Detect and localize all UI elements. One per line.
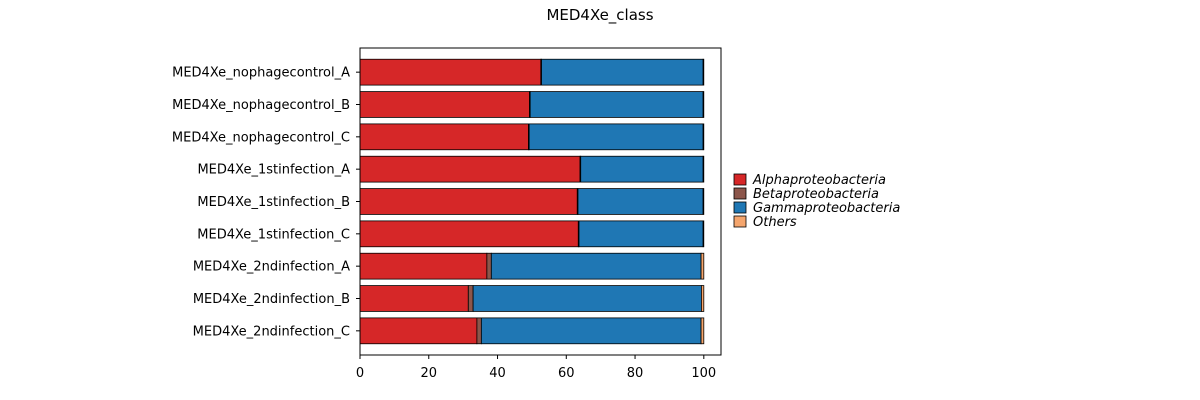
legend-swatch-others — [733, 215, 747, 228]
bar-betaproteobacteria-9 — [476, 317, 482, 345]
category-label: MED4Xe_1stinfection_C — [197, 227, 350, 242]
x-tick-label: 60 — [558, 366, 575, 381]
category-labels: MED4Xe_nophagecontrol_A MED4Xe_nophagecon… — [172, 66, 360, 339]
bar-betaproteobacteria-7 — [486, 252, 492, 280]
bars-group — [359, 58, 705, 345]
bar-others-2 — [702, 91, 705, 118]
bar-gammaproteobacteria-4 — [580, 155, 704, 183]
legend-swatch-betaproteobacteria — [733, 187, 747, 200]
category-label: MED4Xe_2ndinfection_C — [193, 324, 350, 339]
legend: AlphaproteobacteriaBetaproteobacteriaGam… — [733, 173, 900, 230]
bar-alphaproteobacteria-3 — [359, 123, 529, 151]
bar-alphaproteobacteria-4 — [359, 155, 581, 183]
bar-others-6 — [702, 220, 705, 248]
category-label: MED4Xe_1stinfection_A — [197, 163, 350, 178]
bar-alphaproteobacteria-7 — [359, 252, 488, 280]
x-tick-label: 0 — [356, 366, 364, 381]
bar-gammaproteobacteria-7 — [490, 252, 702, 280]
bar-alphaproteobacteria-9 — [359, 317, 478, 345]
legend-label-betaproteobacteria: Betaproteobacteria — [753, 187, 879, 202]
bar-betaproteobacteria-8 — [467, 285, 474, 312]
bar-gammaproteobacteria-9 — [480, 317, 702, 345]
category-label: MED4Xe_nophagecontrol_B — [172, 98, 350, 113]
bar-others-1 — [702, 58, 705, 86]
legend-label-others: Others — [753, 215, 797, 230]
legend-swatch-alphaproteobacteria — [733, 173, 747, 186]
chart-title: MED4Xe_class — [546, 6, 653, 25]
bar-alphaproteobacteria-8 — [359, 285, 469, 312]
bar-alphaproteobacteria-2 — [359, 91, 530, 118]
x-axis: 0 20 40 60 80 100 — [356, 355, 716, 381]
bar-others-3 — [702, 123, 705, 151]
category-label: MED4Xe_nophagecontrol_A — [172, 66, 350, 81]
category-label: MED4Xe_1stinfection_B — [197, 195, 350, 210]
bar-gammaproteobacteria-5 — [577, 188, 704, 215]
bar-alphaproteobacteria-5 — [359, 188, 578, 215]
bar-others-7 — [700, 252, 705, 280]
bar-gammaproteobacteria-2 — [529, 91, 704, 118]
category-label: MED4Xe_nophagecontrol_C — [172, 130, 350, 145]
bar-alphaproteobacteria-1 — [359, 58, 542, 86]
bar-gammaproteobacteria-1 — [541, 58, 704, 86]
bar-gammaproteobacteria-3 — [528, 123, 704, 151]
bar-alphaproteobacteria-6 — [359, 220, 579, 248]
legend-label-alphaproteobacteria: Alphaproteobacteria — [752, 173, 886, 188]
x-tick-label: 100 — [691, 366, 716, 381]
x-tick-label: 80 — [627, 366, 644, 381]
bar-others-9 — [700, 317, 705, 345]
category-label: MED4Xe_2ndinfection_A — [193, 260, 350, 275]
bar-others-4 — [702, 155, 705, 183]
bar-gammaproteobacteria-8 — [472, 285, 702, 312]
bar-gammaproteobacteria-6 — [578, 220, 704, 248]
category-label: MED4Xe_2ndinfection_B — [193, 292, 350, 307]
legend-swatch-gammaproteobacteria — [733, 201, 747, 214]
bar-others-8 — [701, 285, 705, 312]
x-tick-label: 20 — [420, 366, 437, 381]
legend-label-gammaproteobacteria: Gammaproteobacteria — [753, 201, 900, 216]
x-tick-label: 40 — [489, 366, 506, 381]
bar-others-5 — [702, 188, 705, 215]
